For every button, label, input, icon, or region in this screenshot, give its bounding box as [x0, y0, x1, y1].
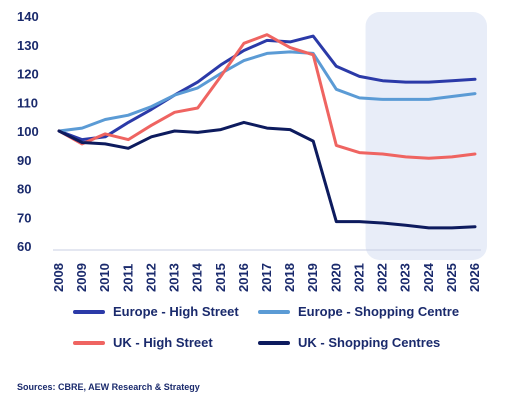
y-tick-label: 100 — [17, 124, 39, 139]
legend-label: Europe - Shopping Centre — [298, 304, 460, 319]
legend-swatch — [73, 309, 105, 314]
x-tick-label: 2017 — [259, 263, 274, 292]
y-tick-label: 130 — [17, 38, 39, 53]
x-tick-label: 2014 — [190, 262, 205, 292]
x-tick-label: 2012 — [143, 263, 158, 292]
x-tick-label: 2019 — [305, 263, 320, 292]
series-line-europe-high-street — [57, 34, 477, 142]
x-tick-label: 2010 — [97, 263, 112, 292]
source-note: Sources: CBRE, AEW Research & Strategy — [17, 382, 200, 392]
x-tick-label: 2016 — [236, 263, 251, 292]
x-tick-label: 2023 — [398, 263, 413, 292]
y-tick-label: 110 — [17, 95, 38, 110]
y-tick-label: 90 — [17, 153, 31, 168]
forecast-shading — [365, 12, 487, 260]
legend-swatch — [73, 340, 105, 345]
y-tick-label: 70 — [17, 210, 31, 225]
x-tick-label: 2009 — [74, 263, 89, 292]
axes: 60 70 80 90 100 110 120 130 140 2008 2009 2010 2011 2… — [17, 9, 482, 292]
y-tick-label: 80 — [17, 182, 31, 197]
y-tick-label: 120 — [17, 67, 39, 82]
x-tick-label: 2011 — [120, 264, 135, 292]
forecast-shade-rect — [365, 12, 487, 260]
legend-swatch — [258, 340, 290, 345]
x-tick-label: 2025 — [444, 263, 459, 292]
legend-item-uk-shopping-centres: UK - Shopping Centres — [258, 335, 440, 350]
x-tick-label: 2018 — [282, 263, 297, 292]
x-tick-label: 2022 — [375, 263, 390, 292]
x-tick-label: 2020 — [328, 263, 343, 292]
x-tick-label: 2024 — [421, 262, 436, 292]
x-tick-label: 2021 — [351, 263, 366, 292]
x-tick-label: 2013 — [167, 263, 182, 292]
legend-item-uk-high-street: UK - High Street — [73, 335, 213, 350]
legend-label: Europe - High Street — [113, 304, 239, 319]
series-line-europe-shopping-centre — [57, 50, 477, 133]
y-tick-label: 140 — [17, 9, 39, 24]
legend-item-europe-shopping-centre: Europe - Shopping Centre — [258, 304, 459, 319]
x-tick-label: 2026 — [467, 263, 482, 292]
legend-label: UK - Shopping Centres — [298, 335, 441, 350]
x-tick-label: 2015 — [213, 263, 228, 292]
series-line-uk-shopping-centres — [57, 120, 477, 230]
series-line-uk-high-street — [57, 33, 477, 160]
y-tick-label: 60 — [17, 239, 31, 254]
legend-item-europe-high-street: Europe - High Street — [73, 304, 239, 319]
legend-swatch — [258, 309, 290, 314]
legend-label: UK - High Street — [113, 335, 213, 350]
x-tick-label: 2008 — [51, 263, 66, 292]
series-lines — [57, 33, 477, 230]
